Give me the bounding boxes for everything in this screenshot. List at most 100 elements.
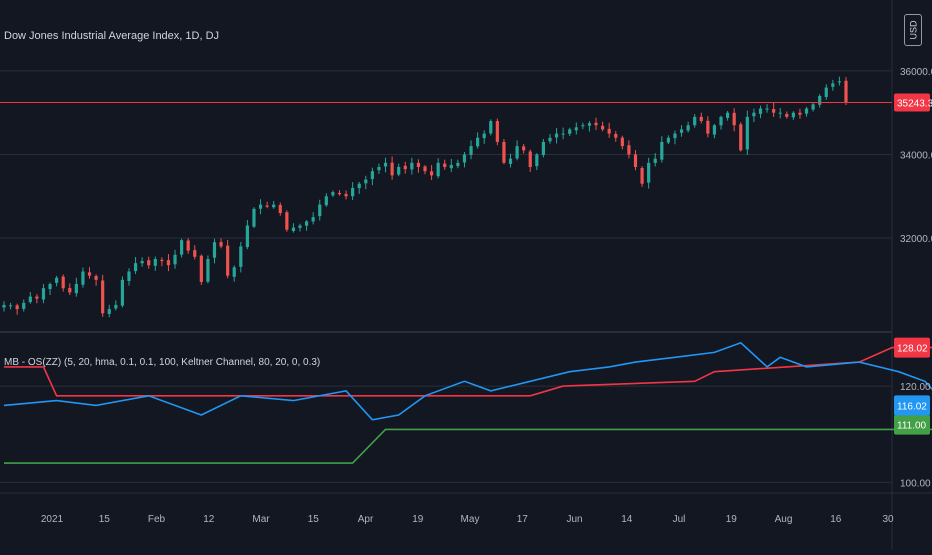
candle-body: [232, 267, 236, 277]
candle-body: [357, 183, 361, 189]
candle-body: [55, 277, 59, 283]
candle-body: [61, 276, 65, 289]
candle-body: [186, 240, 190, 251]
candle-body: [647, 162, 651, 183]
time-tick-label: Apr: [358, 514, 374, 525]
oscillator-lines: [3, 341, 932, 464]
candle-body: [265, 205, 269, 207]
candle-body: [337, 192, 342, 195]
value-badge-red: [894, 337, 930, 358]
candle-body: [535, 154, 539, 167]
time-tick-label: 12: [203, 514, 215, 525]
candle-body: [561, 133, 565, 135]
candle-body: [522, 146, 526, 151]
last-price-badge: [894, 93, 930, 112]
last-price-label: 35243.39: [897, 99, 932, 110]
candle-body: [153, 258, 157, 266]
candle-body: [94, 276, 98, 280]
time-tick-label: Jun: [566, 514, 582, 525]
candle-body: [765, 108, 769, 110]
candle-body: [397, 167, 401, 175]
candle-body: [291, 227, 296, 231]
candle-body: [627, 145, 631, 155]
candle-body: [804, 108, 809, 114]
candle-body: [548, 137, 552, 142]
candle-body: [456, 162, 460, 167]
candle-body: [304, 221, 309, 226]
candle-body: [252, 208, 256, 227]
candle-body: [469, 146, 473, 155]
oscillator-tick-label: 120.00: [900, 382, 931, 393]
candle-body: [147, 260, 151, 266]
candle-body: [686, 125, 690, 131]
candle-body: [601, 125, 605, 130]
candle-body: [528, 151, 532, 168]
time-tick-label: Aug: [775, 514, 793, 525]
candle-body: [778, 112, 782, 114]
candle-body: [725, 112, 730, 118]
candle-body: [739, 124, 743, 151]
candle-body: [706, 120, 710, 134]
candle-body: [133, 263, 138, 272]
candle-body: [22, 302, 26, 309]
candle-body: [87, 272, 92, 276]
candle-body: [449, 164, 453, 169]
candle-body: [173, 254, 177, 265]
candle-body: [666, 137, 670, 143]
candle-body: [508, 158, 513, 164]
candle-body: [811, 104, 815, 110]
currency-label: USD: [908, 20, 919, 40]
candle-body: [140, 261, 144, 264]
candle-body: [81, 271, 85, 285]
time-axis: 2021 15 Feb 12 Mar 15 Apr 19 May 17 Jun 14 Jul 19 Aug 1…: [41, 514, 894, 525]
candle-body: [752, 112, 756, 117]
oscillator-line-green: [4, 428, 932, 464]
price-axis: 36000.00 34000.00 32000.00 35243.39 120.00 10…: [894, 67, 932, 489]
value-badge-green: [894, 414, 930, 435]
candle-body: [278, 204, 282, 213]
value-label-blue: 116.02: [897, 401, 927, 412]
candle-body: [607, 128, 611, 134]
candle-body: [824, 87, 828, 97]
time-tick-label: 15: [99, 514, 111, 525]
value-label-green: 111.00: [897, 421, 927, 432]
candle-body: [226, 245, 230, 276]
price-tick-label: 34000.00: [900, 150, 932, 161]
candle-body: [429, 171, 434, 176]
candle-body: [370, 171, 374, 180]
price-tick-label: 36000.00: [900, 67, 932, 78]
candle-body: [331, 192, 335, 196]
candle-body: [35, 296, 39, 299]
candle-body: [390, 162, 394, 176]
time-tick-label: 17: [517, 514, 529, 525]
candle-body: [719, 116, 723, 126]
candle-body: [436, 162, 440, 177]
candle-body: [594, 122, 598, 126]
candle-body: [732, 112, 736, 126]
currency-button[interactable]: USD: [904, 14, 922, 46]
candle-body: [403, 165, 407, 170]
candle-body: [633, 154, 638, 168]
candle-body: [101, 280, 105, 314]
candle-body: [199, 255, 203, 282]
candle-body: [193, 250, 197, 257]
candle-body: [344, 193, 348, 197]
candle-body: [245, 225, 249, 248]
candle-body: [515, 146, 519, 159]
candle-body: [568, 129, 572, 134]
candle-body: [416, 162, 421, 168]
candle-body: [476, 137, 480, 147]
candle-body: [351, 187, 355, 197]
candle-body: [68, 288, 72, 293]
candle-body: [831, 83, 835, 87]
value-badge-blue: [894, 395, 930, 416]
candle-body: [541, 141, 546, 156]
candle-body: [745, 116, 749, 150]
candle-body: [587, 123, 592, 126]
time-tick-label: 30: [882, 514, 894, 525]
oscillator-line-red: [4, 346, 932, 397]
candle-body: [423, 166, 427, 172]
